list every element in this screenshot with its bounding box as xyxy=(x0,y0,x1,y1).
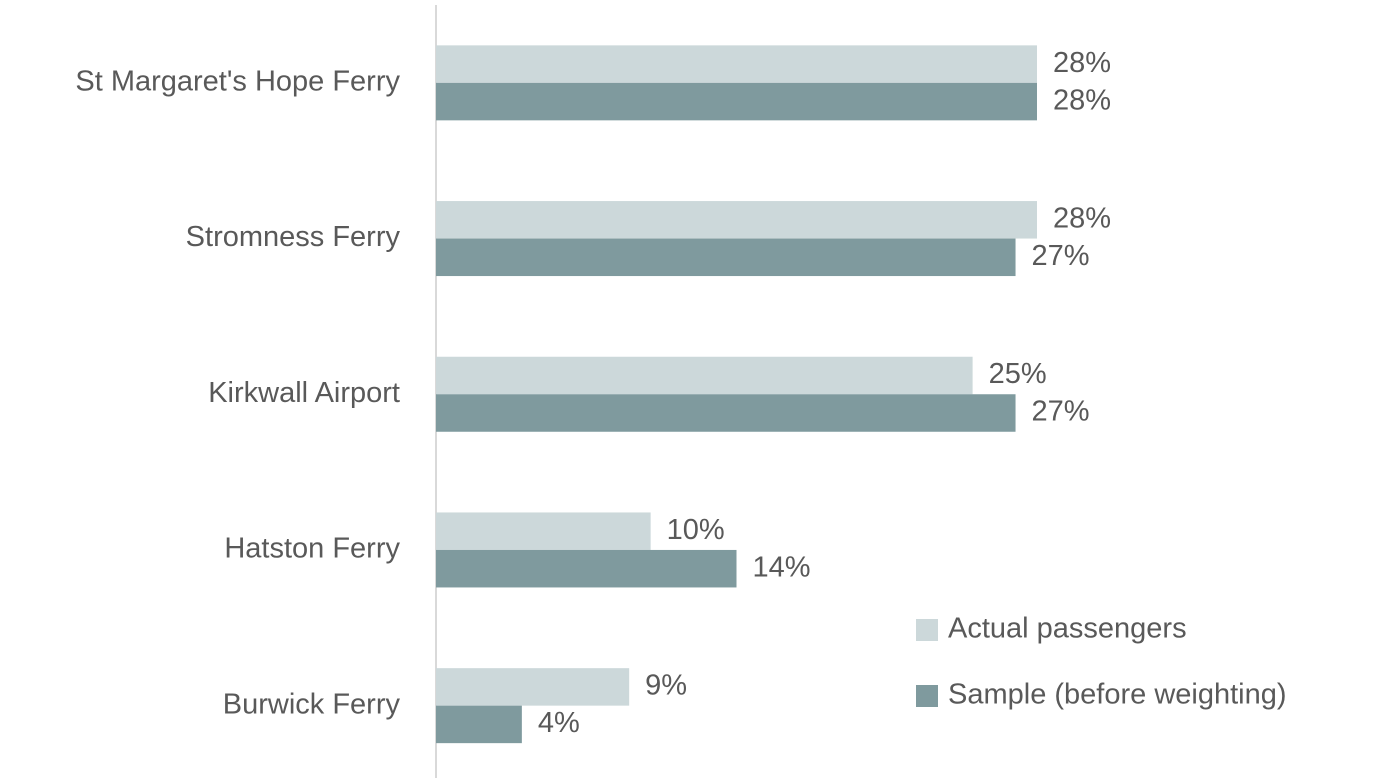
bar xyxy=(436,201,1037,239)
y-tick-label: Stromness Ferry xyxy=(186,221,401,253)
bar xyxy=(436,549,737,588)
data-label: 27% xyxy=(1032,240,1090,272)
bar xyxy=(436,705,522,744)
y-tick-label: Hatston Ferry xyxy=(224,533,400,565)
bar xyxy=(436,238,1016,277)
bar xyxy=(436,356,973,395)
y-tick-label: St Margaret's Hope Ferry xyxy=(75,66,400,98)
y-tick-label: Kirkwall Airport xyxy=(208,377,400,409)
y-tick-label: Burwick Ferry xyxy=(223,688,401,720)
data-label: 27% xyxy=(1032,396,1090,428)
data-label: 4% xyxy=(538,707,580,739)
data-label: 9% xyxy=(645,670,687,702)
data-label: 28% xyxy=(1053,47,1111,79)
bar xyxy=(436,512,651,550)
bar xyxy=(436,82,1037,121)
legend-swatch xyxy=(916,685,938,707)
legend-swatch xyxy=(916,619,938,641)
data-label: 10% xyxy=(667,514,725,546)
legend-label: Sample (before weighting) xyxy=(948,679,1287,711)
bar xyxy=(436,45,1037,83)
bar xyxy=(436,394,1016,432)
data-label: 28% xyxy=(1053,84,1111,116)
data-label: 25% xyxy=(989,358,1047,390)
legend-label: Actual passengers xyxy=(948,613,1187,645)
bar xyxy=(436,668,630,706)
data-label: 28% xyxy=(1053,202,1111,234)
data-label: 14% xyxy=(753,551,811,583)
